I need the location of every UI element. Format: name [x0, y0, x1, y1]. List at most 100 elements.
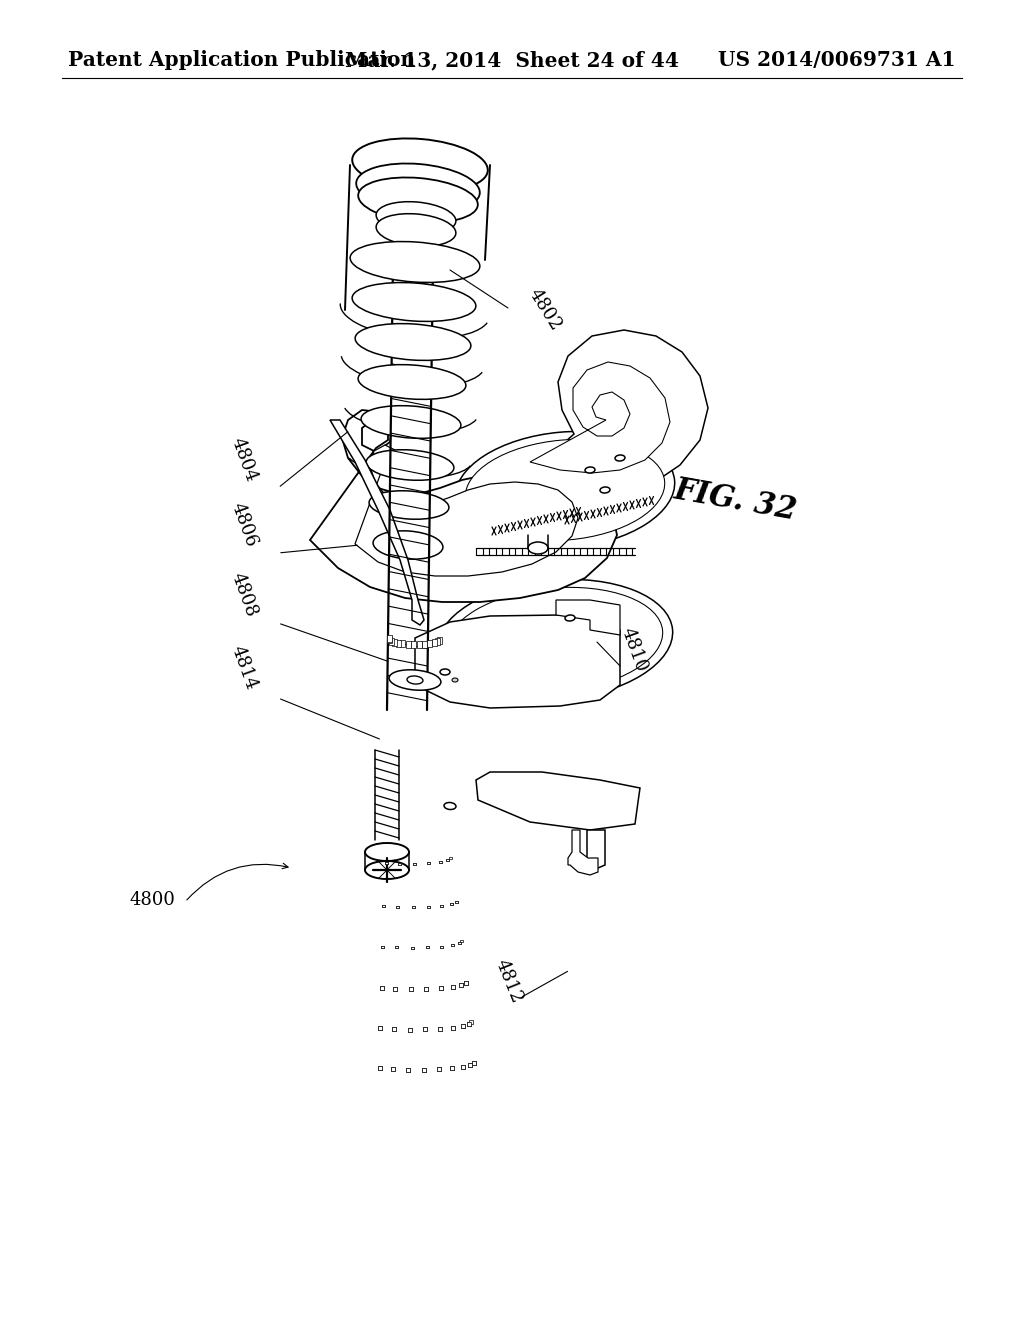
- Ellipse shape: [456, 432, 675, 549]
- Polygon shape: [392, 1027, 396, 1031]
- Polygon shape: [438, 986, 442, 990]
- Polygon shape: [396, 906, 399, 908]
- Polygon shape: [395, 946, 398, 949]
- Polygon shape: [449, 857, 452, 859]
- Polygon shape: [438, 1027, 442, 1031]
- Text: 4804: 4804: [228, 434, 260, 484]
- Polygon shape: [413, 863, 416, 865]
- Polygon shape: [330, 420, 424, 624]
- Polygon shape: [458, 942, 461, 944]
- Polygon shape: [355, 445, 578, 576]
- Polygon shape: [417, 642, 422, 648]
- Polygon shape: [381, 945, 384, 948]
- Polygon shape: [385, 862, 388, 863]
- Polygon shape: [472, 1061, 476, 1065]
- Polygon shape: [437, 636, 442, 644]
- Polygon shape: [381, 945, 384, 948]
- Polygon shape: [409, 987, 413, 991]
- Polygon shape: [396, 906, 399, 908]
- Text: FIG. 32: FIG. 32: [672, 474, 800, 527]
- Polygon shape: [450, 903, 453, 906]
- Ellipse shape: [367, 450, 454, 480]
- Polygon shape: [461, 1024, 465, 1028]
- Polygon shape: [422, 1068, 426, 1072]
- Polygon shape: [395, 946, 398, 949]
- Polygon shape: [382, 906, 385, 907]
- Polygon shape: [378, 1067, 382, 1071]
- Polygon shape: [461, 1065, 465, 1069]
- Polygon shape: [587, 830, 605, 869]
- Polygon shape: [472, 1061, 476, 1065]
- Polygon shape: [464, 981, 468, 985]
- Ellipse shape: [407, 676, 423, 684]
- Polygon shape: [436, 1068, 440, 1072]
- Polygon shape: [435, 638, 440, 645]
- Polygon shape: [391, 1068, 395, 1072]
- Ellipse shape: [389, 669, 441, 690]
- Ellipse shape: [376, 202, 456, 235]
- Polygon shape: [468, 1063, 472, 1067]
- Polygon shape: [439, 945, 442, 948]
- Polygon shape: [427, 640, 432, 647]
- Polygon shape: [464, 981, 468, 985]
- Polygon shape: [438, 986, 442, 990]
- Polygon shape: [415, 615, 620, 708]
- Polygon shape: [468, 1063, 472, 1067]
- Text: 4810: 4810: [618, 624, 650, 675]
- Ellipse shape: [350, 242, 480, 282]
- Ellipse shape: [465, 440, 665, 541]
- Ellipse shape: [452, 678, 458, 682]
- Ellipse shape: [352, 282, 476, 322]
- Polygon shape: [380, 986, 384, 990]
- Polygon shape: [426, 946, 429, 949]
- Text: Mar. 13, 2014  Sheet 24 of 44: Mar. 13, 2014 Sheet 24 of 44: [345, 50, 679, 70]
- Polygon shape: [393, 987, 397, 991]
- Ellipse shape: [369, 491, 449, 519]
- Ellipse shape: [444, 803, 456, 809]
- Ellipse shape: [437, 579, 673, 701]
- Polygon shape: [458, 942, 461, 944]
- Polygon shape: [450, 1067, 454, 1071]
- Polygon shape: [451, 944, 454, 946]
- Text: 4812: 4812: [492, 957, 526, 1006]
- Polygon shape: [556, 601, 620, 635]
- Polygon shape: [451, 944, 454, 946]
- Polygon shape: [460, 983, 463, 987]
- Ellipse shape: [365, 861, 409, 879]
- Polygon shape: [440, 904, 443, 907]
- Polygon shape: [387, 636, 392, 643]
- Text: 4800: 4800: [130, 891, 176, 909]
- Polygon shape: [427, 862, 430, 865]
- Polygon shape: [440, 904, 443, 907]
- Polygon shape: [475, 330, 708, 496]
- Polygon shape: [412, 907, 415, 908]
- Polygon shape: [406, 640, 411, 648]
- Ellipse shape: [356, 164, 480, 213]
- Polygon shape: [422, 640, 427, 648]
- Polygon shape: [424, 987, 428, 991]
- Polygon shape: [460, 940, 463, 942]
- Polygon shape: [461, 1024, 465, 1028]
- Polygon shape: [423, 1027, 427, 1031]
- Polygon shape: [427, 906, 430, 908]
- Ellipse shape: [440, 669, 450, 675]
- Polygon shape: [427, 906, 430, 908]
- Polygon shape: [426, 946, 429, 949]
- Polygon shape: [431, 639, 436, 645]
- Polygon shape: [385, 862, 388, 863]
- Polygon shape: [411, 946, 414, 949]
- Polygon shape: [382, 906, 385, 907]
- Text: 4808: 4808: [228, 570, 260, 619]
- Polygon shape: [467, 1022, 471, 1026]
- Polygon shape: [391, 1068, 395, 1072]
- Polygon shape: [379, 1026, 383, 1030]
- Text: Patent Application Publication: Patent Application Publication: [68, 50, 415, 70]
- Polygon shape: [378, 1067, 382, 1071]
- Polygon shape: [446, 859, 450, 861]
- Ellipse shape: [373, 531, 443, 560]
- Ellipse shape: [355, 323, 471, 360]
- Text: US 2014/0069731 A1: US 2014/0069731 A1: [719, 50, 956, 70]
- Polygon shape: [436, 1068, 440, 1072]
- Polygon shape: [450, 903, 453, 906]
- Polygon shape: [413, 863, 416, 865]
